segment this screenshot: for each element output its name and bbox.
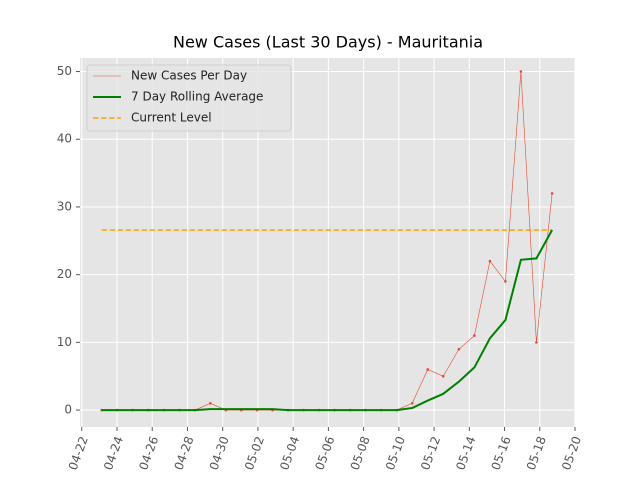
x-tick-label: 04-28 [171, 434, 196, 472]
data-point [457, 347, 461, 351]
data-point [473, 334, 476, 337]
x-tick-label: 04-30 [207, 434, 232, 472]
data-point [426, 368, 430, 371]
y-tick-label: 40 [57, 132, 72, 146]
x-tick-label: 04-24 [101, 434, 126, 472]
y-tick-label: 20 [57, 267, 72, 281]
x-tick-label: 04-26 [136, 434, 161, 472]
x-tick-label: 04-22 [66, 434, 91, 472]
series-line [101, 229, 553, 412]
x-tick-label: 05-20 [559, 434, 584, 472]
x-tick-label: 05-16 [489, 434, 514, 472]
chart-title: New Cases (Last 30 Days) - Mauritania [173, 33, 483, 52]
y-tick-label: 0 [64, 403, 72, 417]
y-tick-label: 30 [57, 199, 72, 213]
legend-label: New Cases Per Day [131, 69, 247, 83]
data-point [519, 70, 523, 73]
x-tick-label: 05-04 [277, 434, 302, 472]
x-tick-label: 05-08 [348, 434, 373, 472]
x-tick-label: 05-18 [524, 434, 549, 472]
data-point [441, 374, 445, 378]
data-point [504, 280, 507, 283]
data-point [410, 402, 414, 405]
x-tick-label: 05-02 [242, 434, 267, 472]
data-point [209, 402, 212, 405]
x-tick-label: 05-14 [453, 434, 478, 472]
legend-label: 7 Day Rolling Average [131, 90, 263, 104]
y-tick-label: 10 [57, 335, 72, 349]
x-tick-label: 05-12 [418, 434, 443, 472]
legend-box [86, 64, 292, 132]
x-tick-label: 05-10 [383, 434, 408, 472]
legend-label: Current Level [131, 111, 212, 125]
data-point [550, 192, 554, 195]
data-point [488, 259, 492, 263]
y-tick-label: 50 [57, 64, 72, 78]
x-tick-label: 05-06 [312, 434, 337, 472]
data-point [535, 341, 538, 344]
